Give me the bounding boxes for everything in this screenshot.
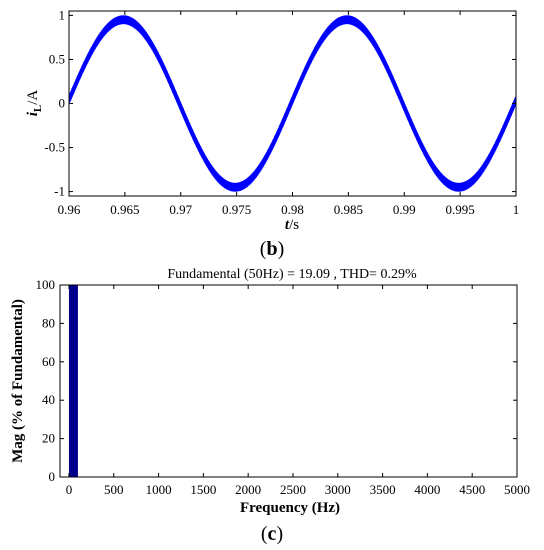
y-tick-label: 20 <box>42 431 55 446</box>
y-tick-label: 0.5 <box>49 51 65 66</box>
x-tick-label: 4500 <box>459 482 485 497</box>
x-tick-label: 500 <box>104 482 124 497</box>
x-tick-label: 2500 <box>280 482 306 497</box>
chart-title: Fundamental (50Hz) = 19.09 , THD= 0.29% <box>167 267 417 282</box>
x-tick-label: 2000 <box>235 482 261 497</box>
spectrum-bar <box>68 285 78 477</box>
x-tick-label: 0.965 <box>110 202 139 217</box>
y-tick-label: 0 <box>49 469 56 484</box>
x-tick-label: 0.975 <box>222 202 251 217</box>
y-axis-label: Mag (% of Fundamental) <box>10 299 26 463</box>
current-series-line <box>69 17 516 190</box>
x-tick-label: 5000 <box>504 482 530 497</box>
x-tick-label: 0.98 <box>281 202 304 217</box>
x-tick-label: 0.96 <box>58 202 81 217</box>
y-axis-label: iL/A <box>25 90 44 117</box>
y-tick-label: 0 <box>59 96 66 111</box>
x-tick-label: 3500 <box>370 482 396 497</box>
y-tick-label: 80 <box>42 315 55 330</box>
axes-frame <box>59 284 518 478</box>
x-tick-label: 1000 <box>146 482 172 497</box>
x-tick-label: 0.985 <box>334 202 363 217</box>
x-axis-label: Frequency (Hz) <box>240 500 340 516</box>
y-tick-label: 40 <box>42 392 55 407</box>
y-tick-label: -1 <box>54 184 65 199</box>
axis-ticks: 0 500 1000 1500 2000 2500 3000 3500 4000 4500 5000… <box>36 277 531 497</box>
x-tick-label: 3000 <box>325 482 351 497</box>
x-axis-label: t/s <box>285 217 299 233</box>
plot-area <box>69 15 516 192</box>
panel-label-b: (b) <box>260 238 284 260</box>
x-tick-label: 0.99 <box>393 202 416 217</box>
x-tick-label: 0.995 <box>446 202 475 217</box>
inductor-current-chart: 0.96 0.965 0.97 0.975 0.98 0.985 0.99 0.995 1 -1 -… <box>25 7 519 260</box>
y-tick-label: -0.5 <box>44 140 65 155</box>
x-tick-label: 1500 <box>190 482 216 497</box>
x-tick-label: 4000 <box>414 482 440 497</box>
panel-label-c: (c) <box>261 523 283 545</box>
plot-area <box>68 285 78 477</box>
axis-ticks: 0.96 0.965 0.97 0.975 0.98 0.985 0.99 0.995 1 -1 -… <box>44 7 519 217</box>
x-tick-label: 0 <box>66 482 73 497</box>
y-tick-label: 1 <box>59 7 66 22</box>
x-tick-label: 1 <box>513 202 520 217</box>
y-tick-label: 100 <box>36 277 56 292</box>
y-tick-label: 60 <box>42 354 55 369</box>
x-tick-label: 0.97 <box>169 202 192 217</box>
fft-spectrum-chart: Fundamental (50Hz) = 19.09 , THD= 0.29% … <box>10 267 530 545</box>
